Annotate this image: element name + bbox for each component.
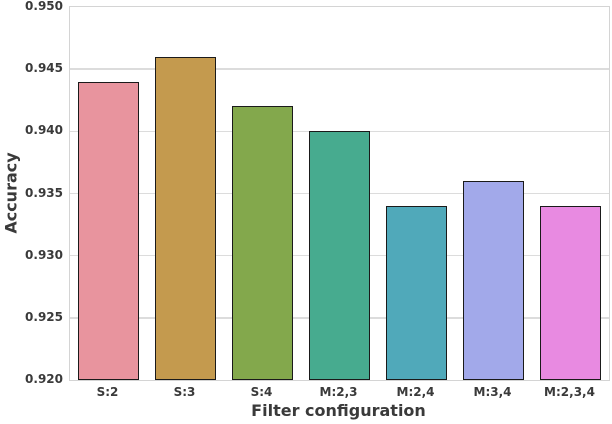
x-tick-label-M:2,3,4: M:2,3,4 <box>544 385 595 399</box>
x-tick-label-M:2,3: M:2,3 <box>319 385 358 399</box>
y-tick-label-0.920: 0.920 <box>25 372 63 386</box>
y-tick-label-0.930: 0.930 <box>25 247 63 262</box>
bar-M:2,3 <box>308 131 371 380</box>
y-tick-label-0.950: 0.950 <box>25 0 63 13</box>
bar-M:3,4 <box>462 181 525 380</box>
gridline-y-0.940 <box>70 130 609 133</box>
bar-M:2,3,4 <box>539 205 602 380</box>
x-tick-label-M:2,4: M:2,4 <box>396 385 435 399</box>
x-tick-label-S:2: S:2 <box>96 385 119 399</box>
x-tick-label-S:4: S:4 <box>250 385 273 399</box>
bar-S:4 <box>231 106 294 380</box>
plot-area <box>69 6 610 381</box>
bar-S:2 <box>77 81 140 380</box>
y-tick-label-0.925: 0.925 <box>25 309 63 324</box>
x-tick-label-M:3,4: M:3,4 <box>473 385 512 399</box>
y-tick-label-0.940: 0.940 <box>25 123 63 138</box>
x-tick-label-S:3: S:3 <box>173 385 196 399</box>
y-tick-label-0.935: 0.935 <box>25 185 63 200</box>
gridline-y-0.945 <box>70 68 609 70</box>
bar-S:3 <box>154 56 217 380</box>
bar-M:2,4 <box>385 205 448 380</box>
x-axis-label: Filter configuration <box>251 401 426 420</box>
y-tick-label-0.945: 0.945 <box>25 61 63 76</box>
